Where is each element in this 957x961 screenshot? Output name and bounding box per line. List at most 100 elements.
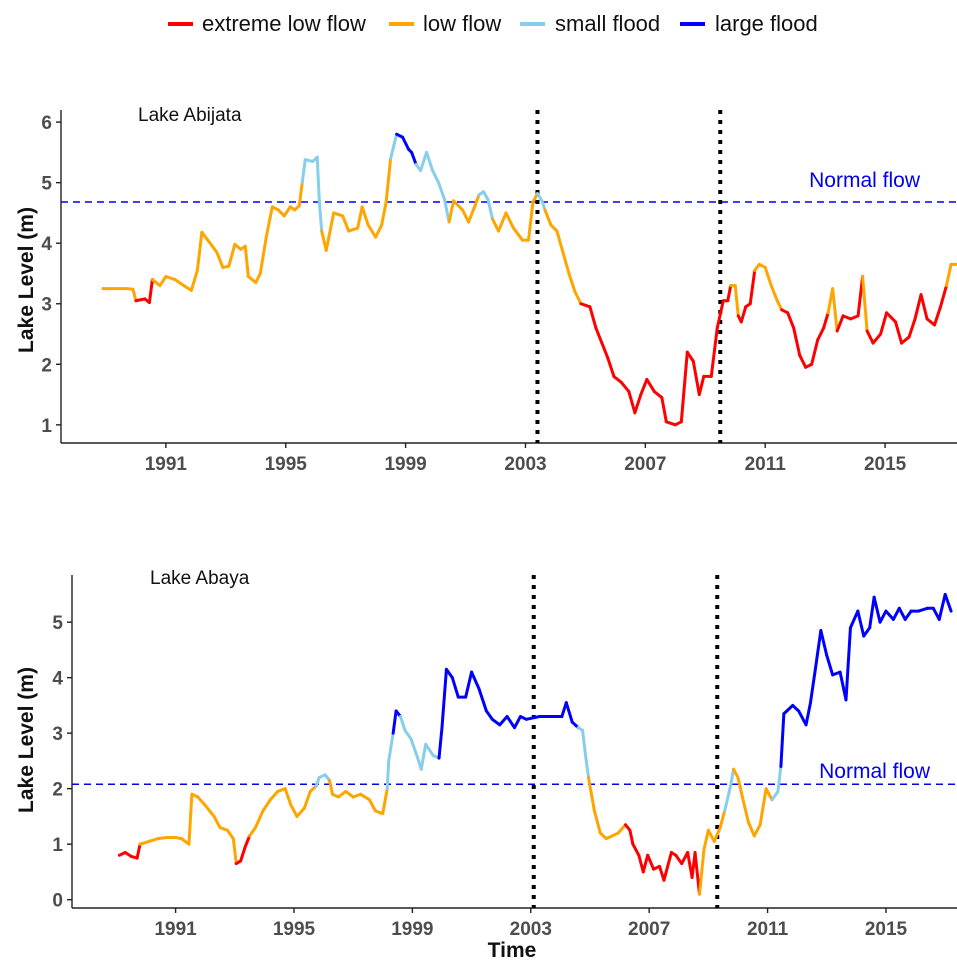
level-segment — [297, 181, 304, 208]
level-segment — [360, 205, 370, 227]
level-segment — [164, 275, 177, 282]
level-segment — [367, 798, 377, 813]
legend-item: low flow — [389, 11, 501, 36]
level-segment — [147, 837, 160, 843]
level-segment — [581, 728, 588, 757]
level-segment — [779, 712, 786, 768]
level-segment — [392, 132, 399, 148]
level-segment — [486, 198, 495, 221]
level-segment — [419, 742, 428, 771]
level-segment — [786, 311, 796, 330]
level-segment — [135, 842, 142, 860]
level-segment — [391, 709, 398, 735]
level-segment — [419, 150, 429, 173]
level-segment — [526, 200, 535, 242]
level-segment — [491, 217, 501, 233]
level-segment — [147, 278, 154, 305]
level-segment — [844, 626, 852, 702]
x-tick-label: 1991 — [154, 919, 197, 940]
level-segment — [631, 842, 641, 857]
level-segment — [264, 205, 274, 239]
x-tick-label: 2007 — [624, 454, 666, 475]
level-segment — [131, 287, 138, 303]
level-segment — [891, 606, 901, 621]
level-segment — [573, 290, 583, 306]
y-tick-label: 4 — [41, 234, 52, 255]
level-segment — [606, 356, 616, 378]
y-axis-title: Lake Level (m) — [15, 667, 38, 813]
level-segment — [679, 350, 689, 424]
level-segment — [900, 335, 911, 345]
level-segment — [403, 728, 413, 741]
level-segment — [763, 265, 773, 288]
level-segment — [697, 848, 706, 896]
level-segment — [344, 789, 355, 799]
level-segment — [401, 135, 411, 151]
level-segment — [933, 305, 943, 327]
level-segment — [885, 311, 898, 324]
x-tick-label: 2015 — [864, 454, 907, 475]
level-segment — [919, 293, 929, 321]
x-tick-label: 2003 — [510, 919, 552, 940]
level-segment — [652, 390, 664, 400]
panel-lake-abaya: Lake Abaya Lake Level (m) Normal flow Ti… — [15, 568, 957, 961]
level-segment — [366, 223, 378, 239]
level-segment — [865, 329, 875, 345]
level-segment — [810, 338, 820, 366]
legend-label: large flood — [715, 11, 818, 36]
level-segment — [758, 787, 768, 827]
level-segment — [215, 250, 225, 269]
level-segment — [633, 393, 643, 415]
level-segment — [302, 789, 312, 810]
level-segment — [748, 268, 757, 306]
level-segment — [254, 271, 262, 285]
level-segment — [808, 670, 817, 705]
level-segment — [861, 275, 869, 333]
level-segment — [440, 667, 448, 730]
level-segment — [816, 326, 826, 342]
level-segment — [467, 205, 477, 224]
normal-flow-label: Normal flow — [819, 760, 931, 783]
level-segment — [769, 284, 779, 303]
x-tick-label: 2015 — [865, 919, 908, 940]
level-segment — [925, 317, 937, 327]
level-segment — [594, 326, 604, 345]
x-tick-label: 1995 — [265, 454, 308, 475]
x-tick-label: 1999 — [391, 919, 433, 940]
level-segment — [660, 396, 668, 424]
level-segment — [835, 314, 845, 333]
level-segment — [770, 789, 780, 802]
level-segment — [196, 795, 207, 807]
level-segment — [674, 853, 684, 866]
level-segment — [619, 380, 631, 394]
level-segment — [709, 326, 719, 378]
level-segment — [513, 715, 522, 730]
level-segment — [332, 211, 345, 218]
level-segment — [347, 226, 360, 233]
level-segment — [482, 190, 490, 202]
level-segment — [943, 592, 953, 613]
level-segment — [295, 806, 306, 818]
level-segment — [477, 687, 488, 713]
legend-item: large flood — [680, 11, 818, 36]
level-segment — [505, 715, 516, 730]
level-segment — [848, 609, 860, 630]
level-segment — [776, 764, 783, 793]
level-segment — [567, 271, 577, 294]
level-segment — [685, 350, 695, 363]
level-segment — [268, 789, 280, 802]
level-segment — [732, 767, 740, 780]
level-segment — [589, 792, 596, 813]
level-segment — [897, 606, 907, 621]
level-segment — [879, 311, 889, 336]
level-segment — [248, 826, 258, 838]
level-segment — [497, 211, 508, 233]
level-segment — [225, 828, 235, 841]
level-segment — [328, 778, 334, 796]
legend-label: small flood — [555, 11, 660, 36]
level-segment — [195, 230, 204, 272]
level-segment — [627, 390, 637, 415]
x-tick-label: 1999 — [384, 454, 426, 475]
y-tick-label: 3 — [52, 724, 63, 745]
